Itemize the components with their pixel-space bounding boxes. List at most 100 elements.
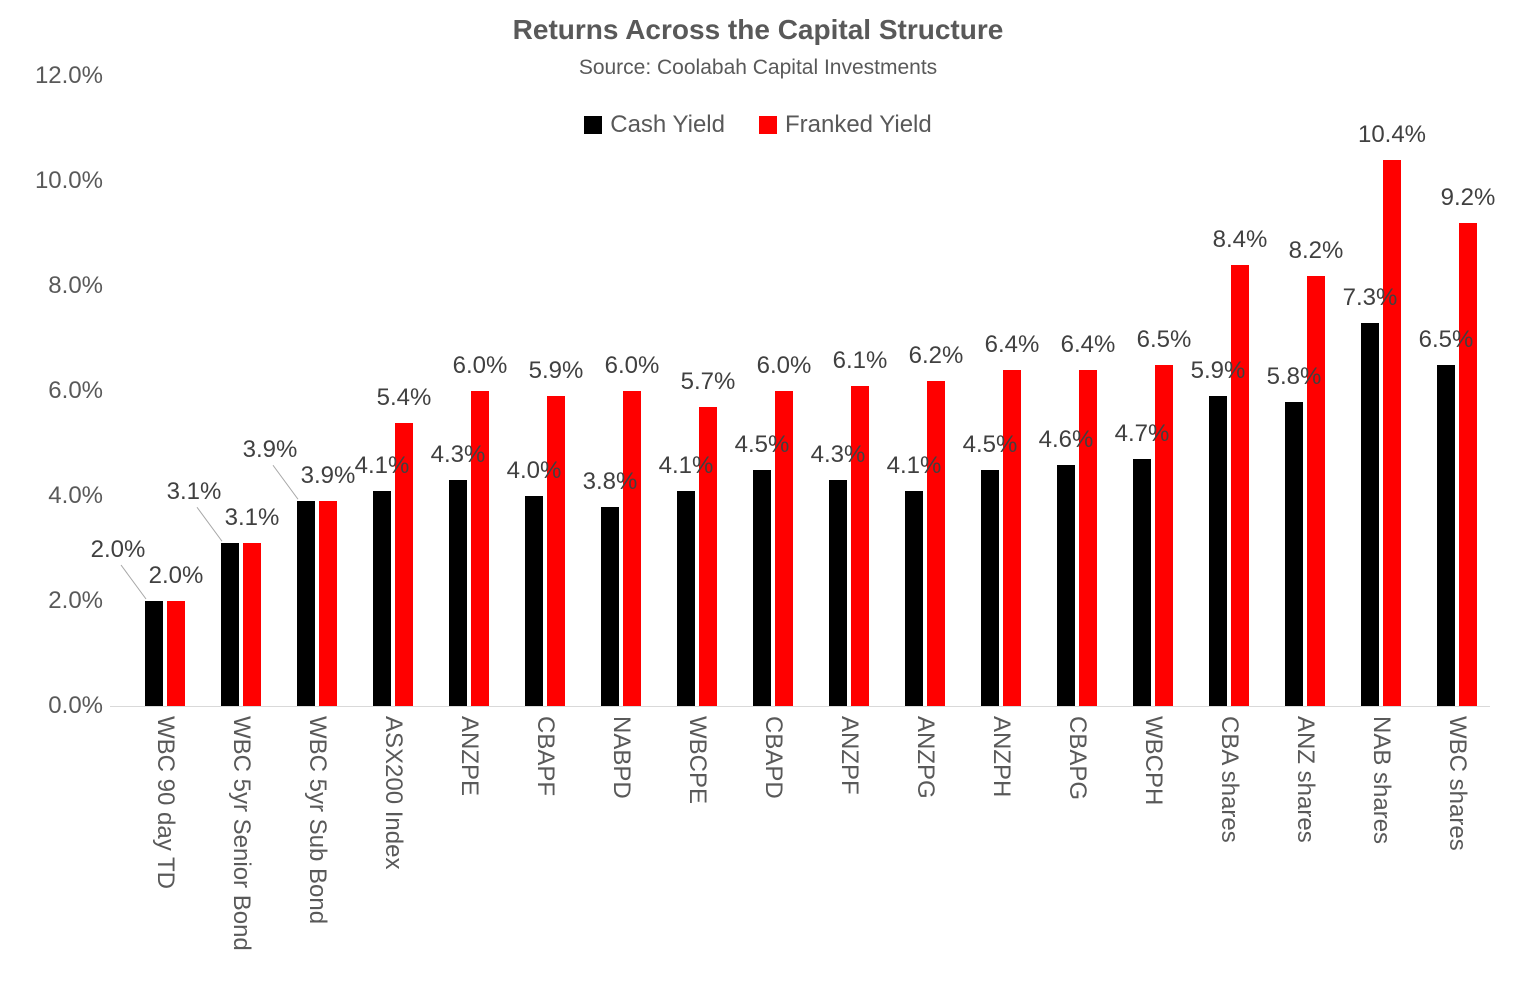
x-axis-line (110, 706, 1490, 707)
bar-cash-asx200-index (373, 490, 391, 706)
bar-franked-cbapg (1079, 370, 1097, 706)
bar-cash-anzpg (905, 490, 923, 706)
data-label-cash-anzpf: 4.3% (810, 441, 866, 469)
legend-label: Cash Yield (610, 111, 725, 138)
data-label-franked-cbapf: 5.9% (528, 357, 584, 385)
data-label-cash-cbapf: 4.0% (506, 457, 562, 484)
x-axis-label-anzph: ANZPH (988, 716, 1015, 798)
data-label-franked-wbcpe: 5.7% (680, 367, 736, 395)
bar-franked-nabpd (623, 391, 641, 706)
chart-legend: Cash Yield Franked Yield (0, 108, 1516, 142)
legend-item-cash-yield: Cash Yield (584, 111, 725, 139)
y-axis-tick-label: 2.0% (48, 587, 103, 614)
bar-franked-wbcpe (699, 406, 717, 706)
y-axis-tick-label: 4.0% (48, 482, 103, 509)
bar-cash-anzph (981, 469, 999, 706)
y-axis-tick-label: 6.0% (48, 377, 103, 404)
bar-franked-wbc-90-day-td (167, 601, 185, 706)
bar-cash-cbapf (525, 496, 543, 706)
data-label-franked-cbapg: 6.4% (1060, 331, 1116, 358)
chart-subtitle: Source: Coolabah Capital Investments (578, 56, 938, 79)
bar-franked-asx200-index (395, 422, 413, 706)
x-axis-label-wbcph: WBCPH (1140, 716, 1167, 806)
bar-franked-wbc-shares (1459, 223, 1477, 706)
x-axis-label-nab-shares: NAB shares (1368, 716, 1395, 845)
x-axis-label-cbapf: CBAPF (532, 716, 559, 797)
x-axis-label-anzpe: ANZPE (456, 716, 483, 797)
data-label-cash-anzpe: 4.3% (430, 441, 486, 469)
data-label-cash-nabpd: 3.8% (582, 467, 638, 495)
x-axis-label-wbc-90-day-td: WBC 90 day TD (152, 716, 179, 889)
bar-franked-anzph (1003, 370, 1021, 706)
x-axis-label-wbc-5yr-sub-bond: WBC 5yr Sub Bond (304, 716, 331, 925)
data-label-franked-anzpe: 6.0% (452, 352, 508, 379)
data-label-cash-anz-shares: 5.8% (1266, 362, 1322, 390)
data-label-franked-cbapd: 6.0% (756, 352, 812, 379)
data-label-franked-wbc-90-day-td: 2.0% (148, 562, 204, 589)
x-axis-label-cbapd: CBAPD (760, 716, 787, 799)
data-label-franked-wbcph: 6.5% (1136, 325, 1192, 353)
data-label-cash-asx200-index: 4.1% (354, 451, 410, 479)
bar-franked-cba-shares (1231, 265, 1249, 706)
y-axis-tick-label: 12.0% (34, 62, 103, 89)
bar-franked-nab-shares (1383, 160, 1401, 706)
x-axis-label-asx200-index: ASX200 Index (380, 716, 407, 870)
y-axis-tick-label: 10.0% (34, 167, 103, 194)
data-label-cash-wbc-90-day-td: 2.0% (90, 536, 146, 563)
bar-cash-wbc-5yr-sub-bond (297, 501, 315, 706)
bar-franked-anz-shares (1307, 275, 1325, 706)
data-label-franked-anzpg: 6.2% (908, 341, 964, 369)
data-label-cash-wbc-shares: 6.5% (1418, 325, 1474, 353)
data-label-franked-wbc-5yr-senior-bond: 3.1% (224, 504, 280, 532)
data-label-franked-cba-shares: 8.4% (1212, 226, 1268, 253)
data-label-cash-cbapg: 4.6% (1038, 425, 1094, 453)
data-label-franked-anzph: 6.4% (984, 331, 1040, 358)
x-axis-label-cbapg: CBAPG (1064, 716, 1091, 801)
data-label-cash-wbcpe: 4.1% (658, 451, 714, 479)
x-axis-label-wbc-shares: WBC shares (1444, 716, 1471, 851)
bar-cash-wbcpe (677, 490, 695, 706)
x-axis-label-wbc-5yr-senior-bond: WBC 5yr Senior Bond (228, 716, 255, 951)
data-label-franked-asx200-index: 5.4% (376, 383, 432, 411)
bar-cash-wbc-5yr-senior-bond (221, 543, 239, 706)
data-label-franked-anz-shares: 8.2% (1288, 236, 1344, 264)
data-label-cash-wbc-5yr-sub-bond: 3.9% (242, 436, 298, 464)
x-axis-label-nabpd: NABPD (608, 716, 635, 799)
legend-label: Franked Yield (784, 111, 932, 138)
bar-franked-wbc-5yr-senior-bond (243, 543, 261, 706)
x-axis-label-wbcpe: WBCPE (684, 716, 711, 805)
bar-cash-wbc-90-day-td (145, 601, 163, 706)
data-label-cash-wbcph: 4.7% (1114, 420, 1170, 448)
bar-franked-wbc-5yr-sub-bond (319, 501, 337, 706)
bar-cash-cba-shares (1209, 396, 1227, 706)
data-label-franked-nabpd: 6.0% (604, 352, 660, 379)
bar-cash-anz-shares (1285, 401, 1303, 706)
data-label-cash-cba-shares: 5.9% (1190, 357, 1246, 385)
data-label-cash-nab-shares: 7.3% (1342, 283, 1398, 311)
data-label-franked-nab-shares: 10.4% (1357, 121, 1427, 148)
bar-cash-anzpe (449, 480, 467, 706)
bar-cash-wbcph (1133, 459, 1151, 706)
x-axis-label-anzpg: ANZPG (912, 716, 939, 799)
bar-franked-cbapd (775, 391, 793, 706)
x-axis-label-cba-shares: CBA shares (1216, 716, 1243, 843)
y-axis-tick-label: 8.0% (48, 272, 103, 299)
data-label-cash-anzpg: 4.1% (886, 451, 942, 479)
bar-cash-cbapd (753, 469, 771, 706)
bar-cash-nab-shares (1361, 322, 1379, 706)
bar-cash-anzpf (829, 480, 847, 706)
bar-franked-cbapf (547, 396, 565, 706)
bar-cash-nabpd (601, 506, 619, 706)
bar-franked-wbcph (1155, 364, 1173, 706)
bar-cash-wbc-shares (1437, 364, 1455, 706)
data-label-cash-wbc-5yr-senior-bond: 3.1% (166, 478, 222, 506)
x-axis-label-anz-shares: ANZ shares (1292, 716, 1319, 843)
data-label-franked-anzpf: 6.1% (832, 346, 888, 374)
bar-franked-anzpg (927, 380, 945, 706)
data-label-cash-anzph: 4.5% (962, 430, 1018, 458)
data-label-franked-wbc-5yr-sub-bond: 3.9% (300, 462, 356, 490)
x-axis-label-anzpf: ANZPF (836, 716, 863, 795)
legend-swatch-icon (584, 116, 603, 134)
bar-cash-cbapg (1057, 464, 1075, 706)
